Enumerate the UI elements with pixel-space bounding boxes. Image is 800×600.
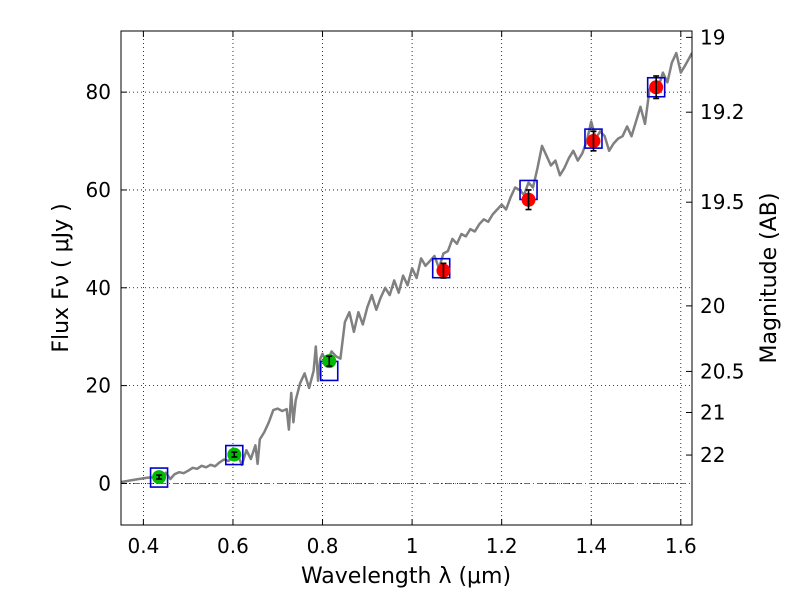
y-tick-label: 60 [86,178,111,202]
x-tick-label: 0.8 [307,534,339,558]
y-axis: 0 20 40 60 80 [86,80,127,495]
x-axis: 0.4 0.6 0.8 1 1.2 1.4 1.6 [127,31,697,558]
y-tick-label: 20 [86,374,111,398]
plot-background [121,31,692,525]
y-tick-label: 0 [98,471,111,495]
x-tick-label: 1.4 [575,534,607,558]
markers [149,75,666,488]
magnitude-axis-title: Magnitude (AB) [757,193,782,364]
magnitude-tick-label: 20.5 [700,359,745,383]
x-tick-label: 1.6 [665,534,697,558]
magnitude-tick-label: 19 [700,25,725,49]
magnitude-tick-label: 19.2 [700,100,745,124]
magnitude-tick-label: 21 [700,401,725,425]
x-tick-label: 1.2 [486,534,518,558]
magnitude-tick-label: 19.5 [700,190,745,214]
y-tick-label: 80 [86,80,111,104]
magnitude-axis: 19 19.2 19.5 20 20.5 21 22 [686,25,745,467]
y-tick-label: 40 [86,276,111,300]
magnitude-tick-label: 20 [700,294,725,318]
model-photometry-marker [225,444,244,466]
plot-frame [120,30,693,526]
x-tick-label: 1 [406,534,419,558]
model-photometry-marker [149,467,169,488]
x-tick-label: 0.4 [127,534,159,558]
y-axis-title: Flux Fν ( μJy ) [49,203,74,352]
magnitude-tick-label: 22 [700,443,725,467]
x-tick-label: 0.6 [217,534,249,558]
x-axis-title: Wavelength λ (μm) [301,564,511,589]
